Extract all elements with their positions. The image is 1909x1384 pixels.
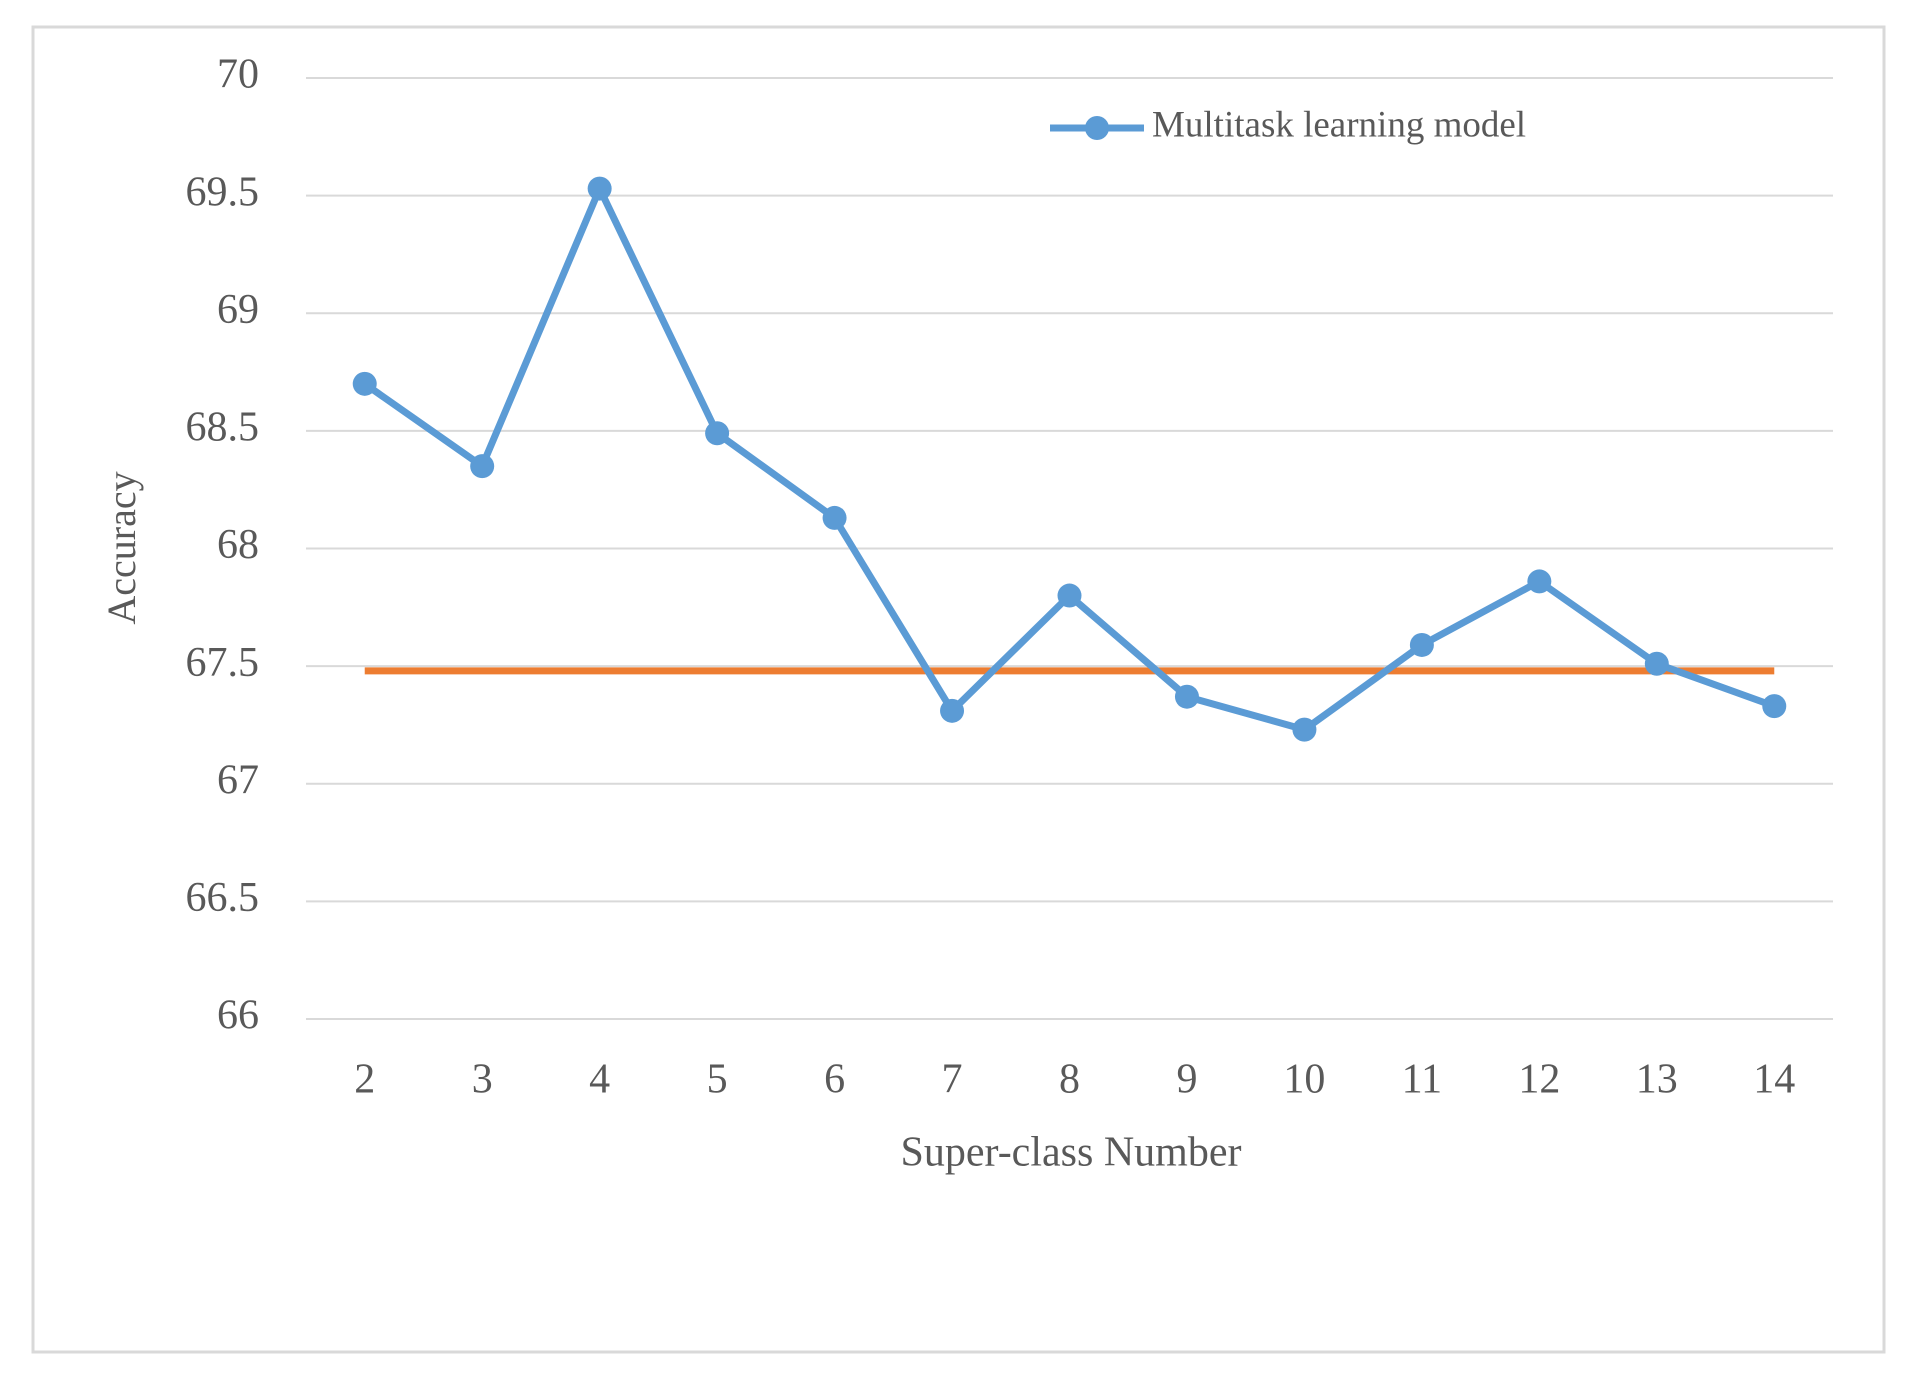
x-tick-label: 7 [942,1057,963,1103]
legend-label: Multitask learning model [1152,104,1526,145]
y-tick-label: 69.5 [186,169,260,215]
y-tick-label: 69 [217,287,259,333]
x-tick-label: 10 [1283,1057,1325,1103]
x-tick-label: 4 [589,1057,610,1103]
x-tick-label: 6 [824,1057,845,1103]
y-axis-title: Accuracy [99,471,144,624]
y-tick-label: 66 [217,993,259,1039]
legend-marker [1085,116,1109,140]
data-point [1527,569,1552,594]
y-tick-label: 67 [217,757,259,803]
data-point [705,421,730,446]
data-point [1174,684,1199,709]
x-axis-title: Super-class Number [901,1130,1242,1176]
data-point [587,176,612,201]
y-tick-label: 67.5 [186,640,260,686]
x-tick-label: 12 [1518,1057,1560,1103]
data-point [1292,717,1317,742]
data-point [1409,632,1434,657]
x-tick-label: 9 [1176,1057,1197,1103]
x-tick-label: 11 [1402,1057,1442,1103]
x-tick-label: 8 [1059,1057,1080,1103]
data-point [1762,694,1787,719]
x-tick-label: 2 [354,1057,375,1103]
data-point [1057,583,1082,608]
data-point [822,505,847,530]
y-tick-label: 68.5 [186,405,260,451]
data-point [352,371,377,396]
x-tick-label: 14 [1753,1057,1795,1103]
x-tick-label: 13 [1636,1057,1678,1103]
x-tick-label: 3 [472,1057,493,1103]
chart-frame [31,25,1886,1354]
data-point [470,454,495,479]
y-tick-label: 66.5 [186,875,260,921]
data-point [940,698,965,723]
data-point [1644,651,1669,676]
y-tick-label: 70 [217,52,259,98]
x-tick-label: 5 [707,1057,728,1103]
y-tick-label: 68 [217,522,259,568]
